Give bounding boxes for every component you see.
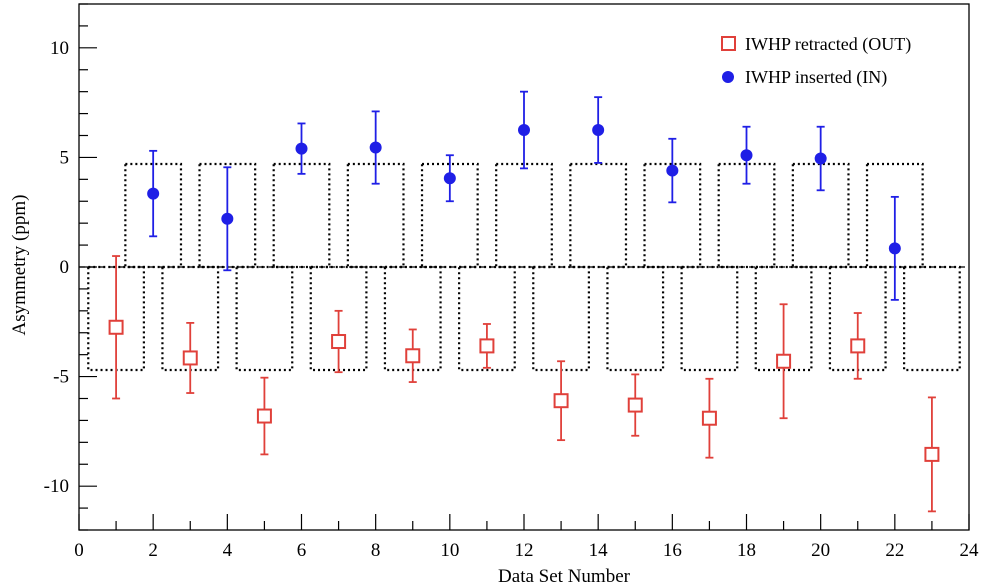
x-tick-label: 20: [811, 540, 830, 561]
x-tick-label: 8: [371, 540, 381, 561]
x-tick-label: 6: [297, 540, 307, 561]
data-point-in: [740, 149, 753, 162]
x-tick-label: 14: [589, 540, 609, 561]
band-box: [235, 265, 294, 372]
data-point-in: [147, 187, 160, 200]
data-point-out: [850, 338, 866, 354]
band-box: [346, 162, 405, 269]
y-tick-label: 10: [50, 38, 69, 59]
y-tick-label: -5: [53, 367, 69, 388]
data-point-out: [479, 338, 495, 354]
data-point-in: [295, 142, 308, 155]
data-point-out: [627, 397, 643, 413]
x-tick-label: 12: [515, 540, 534, 561]
x-tick-label: 18: [737, 540, 756, 561]
band-box: [717, 162, 776, 269]
data-point-out: [553, 393, 569, 409]
x-tick-label: 16: [663, 540, 682, 561]
band-box: [532, 265, 590, 372]
legend-label-retracted: IWHP retracted (OUT): [745, 34, 911, 55]
y-axis-ticks: -10 -5 0 5 10: [44, 3, 97, 531]
data-point-in: [888, 242, 901, 255]
band-box: [606, 265, 665, 372]
y-tick-label: -10: [44, 476, 69, 497]
legend-label-inserted: IWHP inserted (IN): [745, 67, 887, 88]
x-tick-label: 10: [440, 540, 459, 561]
band-box: [569, 162, 628, 269]
data-markers: [108, 124, 940, 462]
band-box: [495, 162, 553, 269]
data-point-out: [182, 350, 198, 366]
data-point-out: [256, 408, 272, 424]
data-point-in: [221, 212, 234, 225]
data-point-in: [592, 124, 605, 137]
data-point-out: [924, 446, 940, 462]
x-tick-label: 0: [74, 540, 84, 561]
x-axis-title: Data Set Number: [498, 566, 631, 586]
data-point-out: [405, 348, 421, 364]
x-tick-label: 2: [148, 540, 158, 561]
data-point-in: [814, 152, 827, 165]
data-point-out: [331, 334, 347, 350]
data-point-in: [443, 172, 456, 185]
data-point-in: [369, 141, 382, 154]
band-box: [903, 265, 961, 372]
legend: IWHP retracted (OUT) IWHP inserted (IN): [721, 34, 911, 88]
data-point-in: [666, 164, 679, 177]
x-tick-label: 24: [960, 540, 980, 561]
band-box: [680, 265, 739, 372]
y-tick-label: 0: [60, 257, 70, 278]
legend-swatch-inserted: [722, 71, 734, 83]
band-box: [458, 265, 516, 372]
data-point-out: [108, 319, 124, 335]
x-axis-ticks: 0 2 4 6 8 10 12 14 16 18 20 22 24: [74, 514, 979, 561]
legend-swatch-retracted: [721, 36, 736, 51]
band-box: [272, 162, 331, 269]
y-tick-label: 5: [60, 147, 70, 168]
y-axis-title: Asymmetry (ppm): [9, 195, 30, 336]
data-point-out: [776, 353, 792, 369]
data-point-in: [518, 124, 530, 137]
x-tick-label: 4: [223, 540, 233, 561]
data-point-out: [701, 410, 717, 426]
x-tick-label: 22: [885, 540, 904, 561]
